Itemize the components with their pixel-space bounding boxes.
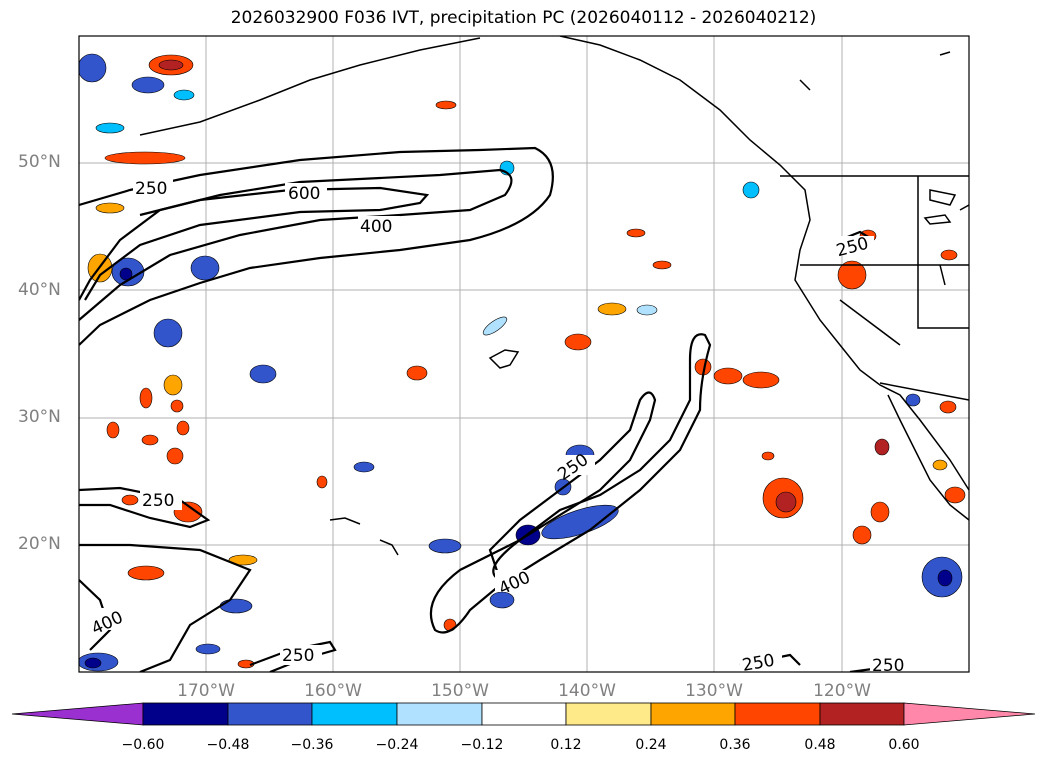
lon-label-170w: 170°W bbox=[177, 681, 235, 701]
lat-label-50: 50°N bbox=[18, 152, 61, 172]
colorbar-segment bbox=[142, 702, 229, 726]
contour-label: 250 bbox=[282, 646, 314, 666]
contour-label: 250 bbox=[142, 491, 174, 511]
lat-label-30: 30°N bbox=[18, 407, 61, 427]
colorbar-tick: −0.60 bbox=[121, 737, 165, 753]
colorbar-segment bbox=[481, 702, 567, 726]
colorbar-segment bbox=[565, 702, 652, 726]
colorbar-segment bbox=[734, 702, 821, 726]
colorbar-segment bbox=[819, 702, 905, 726]
ivt-contours bbox=[79, 146, 881, 672]
colorbar-tick: −0.24 bbox=[375, 737, 419, 753]
colorbar-tick: 0.60 bbox=[888, 737, 920, 753]
figure-title: 2026032900 F036 IVT, precipitation PC (2… bbox=[230, 8, 817, 28]
colorbar-tick: 0.24 bbox=[635, 737, 667, 753]
colorbar-extend-left bbox=[11, 702, 144, 726]
colorbar-extend-right bbox=[903, 702, 1036, 726]
precip-patches bbox=[79, 53, 966, 672]
colorbar bbox=[11, 702, 1036, 726]
contour-label: 250 bbox=[872, 656, 904, 676]
contour-label: 250 bbox=[135, 179, 167, 199]
lat-label-40: 40°N bbox=[18, 280, 61, 300]
colorbar-tick: −0.48 bbox=[206, 737, 250, 753]
contour-label-backgrounds bbox=[88, 178, 912, 672]
colorbar-tick: 0.36 bbox=[719, 737, 751, 753]
colorbar-tick: 0.48 bbox=[804, 737, 836, 753]
lat-label-20: 20°N bbox=[18, 534, 61, 554]
lon-label-160w: 160°W bbox=[304, 681, 362, 701]
lon-label-130w: 130°W bbox=[685, 681, 743, 701]
lon-label-140w: 140°W bbox=[558, 681, 616, 701]
colorbar-segment bbox=[396, 702, 483, 726]
colorbar-segment bbox=[650, 702, 736, 726]
contour-label: 250 bbox=[741, 651, 776, 676]
lon-label-120w: 120°W bbox=[813, 681, 871, 701]
coastlines bbox=[139, 36, 969, 556]
gridlines bbox=[79, 36, 969, 672]
map-frame bbox=[78, 35, 970, 673]
contour-label: 600 bbox=[288, 184, 320, 204]
colorbar-tick: −0.36 bbox=[290, 737, 334, 753]
colorbar-segment bbox=[227, 702, 313, 726]
colorbar-segment bbox=[311, 702, 398, 726]
lon-label-150w: 150°W bbox=[431, 681, 489, 701]
contour-label: 400 bbox=[360, 217, 392, 237]
colorbar-tick: 0.12 bbox=[550, 737, 582, 753]
colorbar-tick: −0.12 bbox=[460, 737, 504, 753]
